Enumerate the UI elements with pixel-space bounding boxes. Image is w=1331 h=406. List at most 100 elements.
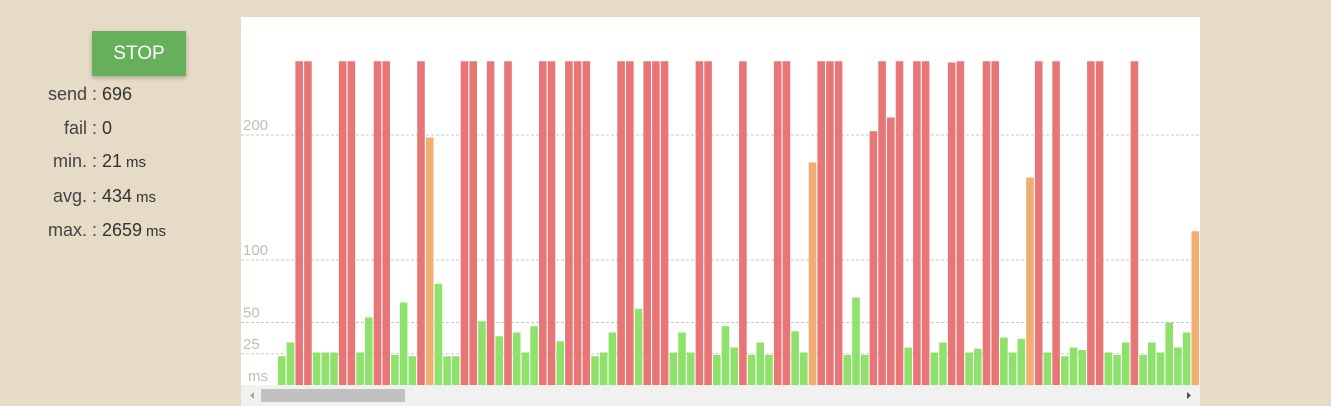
y-tick-label: 200 <box>243 117 268 134</box>
bar <box>1026 177 1034 385</box>
scroll-left-arrow[interactable] <box>250 392 254 399</box>
bar <box>956 61 965 385</box>
bar <box>1034 61 1043 385</box>
bar <box>1121 342 1130 385</box>
bar <box>278 356 286 385</box>
bar <box>452 356 460 385</box>
stat-value: 2659 <box>102 220 143 240</box>
bar <box>460 61 469 385</box>
bar <box>478 321 486 385</box>
bar <box>887 117 895 385</box>
bar <box>1061 356 1069 385</box>
stat-unit: ms <box>126 154 147 171</box>
bar <box>373 61 382 385</box>
bar <box>773 61 782 385</box>
bar <box>626 61 634 385</box>
bar <box>860 355 869 385</box>
bar <box>521 352 530 385</box>
bar <box>904 347 912 385</box>
stat-label: max. : <box>47 220 97 240</box>
bar <box>669 352 678 385</box>
bar <box>652 61 660 385</box>
bar <box>1113 355 1121 385</box>
stat-value: 21 <box>102 151 123 171</box>
chart: 25 50 100 200 ms <box>241 61 1200 385</box>
y-tick-label: 25 <box>243 336 260 353</box>
bar <box>608 332 617 385</box>
bar <box>756 342 765 385</box>
bar <box>443 356 451 385</box>
bar <box>817 61 825 385</box>
bar <box>1104 352 1113 385</box>
bar <box>356 352 364 385</box>
bar <box>599 352 608 385</box>
bar <box>1156 352 1165 385</box>
bar <box>782 61 791 385</box>
bar <box>974 348 982 385</box>
bar <box>617 61 625 385</box>
bar <box>425 137 434 385</box>
bar <box>765 355 773 385</box>
bar <box>643 61 651 385</box>
stat-value-group: 2659 ms <box>102 220 166 241</box>
bar <box>330 352 338 385</box>
bar <box>921 61 930 385</box>
bar <box>286 342 295 385</box>
bar <box>582 61 591 385</box>
bar <box>1069 347 1078 385</box>
bar <box>573 61 582 385</box>
bar <box>1148 342 1156 385</box>
bar <box>895 61 904 385</box>
bar <box>1000 337 1008 385</box>
bar <box>1095 61 1104 385</box>
bar <box>1139 355 1147 385</box>
bar <box>512 332 521 385</box>
bar <box>556 341 564 385</box>
bar <box>1165 322 1173 385</box>
scrollbar[interactable] <box>241 385 1200 406</box>
bar <box>947 62 956 385</box>
stat-value: 434 <box>102 186 133 206</box>
stat-value: 0 <box>102 118 113 138</box>
bar <box>1182 332 1191 385</box>
bar <box>530 326 538 385</box>
bar <box>965 352 973 385</box>
bar <box>869 131 878 385</box>
bar <box>469 61 477 385</box>
scroll-thumb[interactable] <box>261 389 405 402</box>
stat-label: avg. : <box>52 186 97 206</box>
scroll-right-arrow[interactable] <box>1187 392 1191 399</box>
bar <box>634 308 643 385</box>
bar <box>486 61 495 385</box>
bar <box>408 356 417 385</box>
bar <box>312 352 321 385</box>
bar <box>852 297 860 385</box>
bar <box>382 61 390 385</box>
bar <box>713 355 721 385</box>
bar <box>826 61 834 385</box>
stat-label: min. : <box>52 151 97 171</box>
stat-label: fail : <box>63 118 97 138</box>
bar <box>304 61 312 385</box>
bar <box>565 61 573 385</box>
bar <box>1191 231 1200 385</box>
y-tick-label: 50 <box>243 305 260 322</box>
bar <box>704 61 712 385</box>
bar <box>791 331 799 385</box>
bar <box>591 356 599 385</box>
bar <box>800 352 808 385</box>
bar <box>547 61 556 385</box>
stat-unit: ms <box>146 223 167 240</box>
bar <box>338 61 347 385</box>
bar <box>295 61 303 385</box>
bar <box>434 283 443 385</box>
stop-button[interactable]: STOP <box>92 31 186 76</box>
bar <box>504 61 512 385</box>
bar <box>495 336 504 385</box>
bar <box>1008 352 1017 385</box>
bar <box>721 326 730 385</box>
stat-value-group: 0 <box>102 118 112 139</box>
bar <box>1174 347 1182 385</box>
bar <box>417 61 425 385</box>
